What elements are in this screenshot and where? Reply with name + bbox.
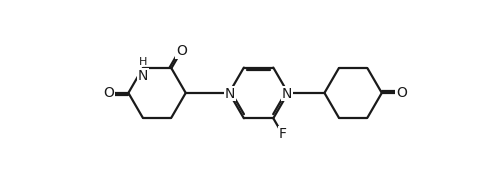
Text: O: O: [396, 86, 407, 100]
Text: O: O: [103, 86, 114, 100]
Text: N: N: [138, 69, 148, 83]
Text: N: N: [224, 87, 235, 101]
Text: H: H: [138, 57, 147, 68]
Text: O: O: [176, 44, 187, 58]
Text: N: N: [282, 87, 292, 101]
Text: F: F: [278, 127, 286, 141]
